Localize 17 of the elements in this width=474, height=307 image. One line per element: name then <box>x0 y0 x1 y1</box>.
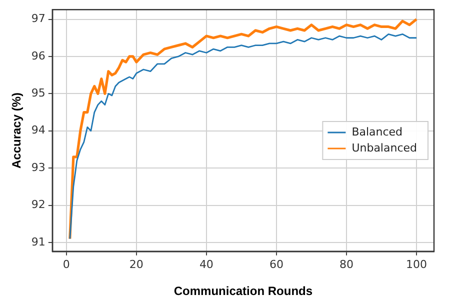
x-tick-label: 0 <box>62 258 70 271</box>
x-tick-label: 80 <box>339 258 354 271</box>
y-axis-title: Accuracy (%) <box>10 92 24 169</box>
y-tick-label: 96 <box>31 49 46 62</box>
y-tick-label: 92 <box>31 198 46 212</box>
y-tick-label: 93 <box>31 160 46 174</box>
y-tick-label: 95 <box>31 86 46 100</box>
x-tick-label: 20 <box>129 258 144 271</box>
y-tick-label: 97 <box>31 12 46 26</box>
legend-label: Unbalanced <box>352 141 417 154</box>
x-tick-label: 100 <box>406 258 427 271</box>
legend-label: Balanced <box>352 125 403 138</box>
x-tick-label: 60 <box>269 258 284 271</box>
y-tick-label: 91 <box>31 235 46 248</box>
x-axis-title: Communication Rounds <box>174 284 313 298</box>
x-tick-label: 40 <box>199 258 214 271</box>
y-tick-label: 94 <box>31 124 46 137</box>
